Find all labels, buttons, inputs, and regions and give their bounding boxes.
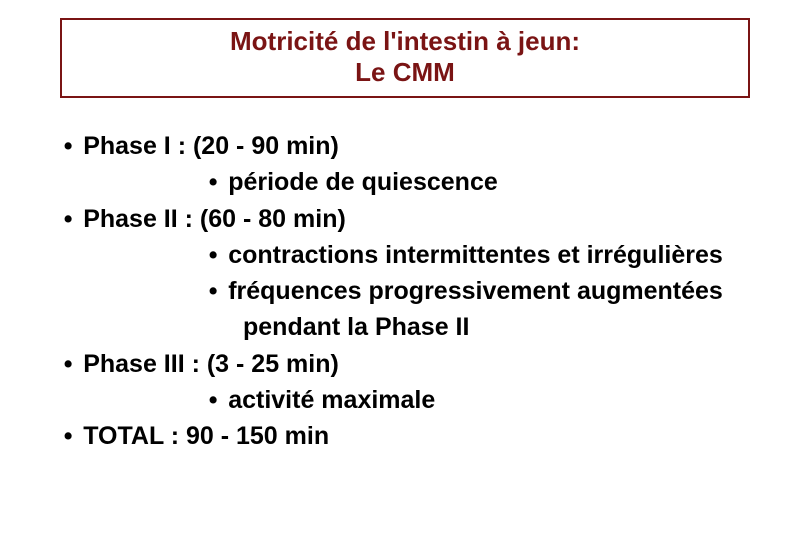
list-item: • TOTAL : 90 - 150 min	[60, 418, 800, 454]
list-text: contractions intermittentes et irréguliè…	[228, 241, 723, 269]
list-item: • fréquences progressivement augmentées	[60, 273, 800, 309]
list-item: • Phase I : (20 - 90 min)	[60, 128, 800, 164]
title-line-2: Le CMM	[72, 57, 738, 88]
list-item: • contractions intermittentes et irrégul…	[60, 237, 800, 273]
list-text: fréquences progressivement augmentées	[228, 277, 723, 305]
list-item: • Phase III : (3 - 25 min)	[60, 346, 800, 382]
list-item: pendant la Phase II	[60, 309, 800, 345]
list-text: pendant la Phase II	[243, 313, 469, 341]
list-item: • période de quiescence	[60, 164, 800, 200]
list-text: Phase II : (60 - 80 min)	[83, 205, 346, 233]
list-text: activité maximale	[228, 386, 435, 414]
list-text: Phase III : (3 - 25 min)	[83, 350, 339, 378]
list-item: • activité maximale	[60, 382, 800, 418]
list-item: • Phase II : (60 - 80 min)	[60, 201, 800, 237]
list-text: TOTAL : 90 - 150 min	[83, 422, 329, 450]
title-box: Motricité de l'intestin à jeun: Le CMM	[60, 18, 750, 98]
list-text: Phase I : (20 - 90 min)	[83, 132, 339, 160]
title-line-1: Motricité de l'intestin à jeun:	[72, 26, 738, 57]
list-text: période de quiescence	[228, 168, 498, 196]
content-list: • Phase I : (20 - 90 min) • période de q…	[60, 128, 800, 454]
